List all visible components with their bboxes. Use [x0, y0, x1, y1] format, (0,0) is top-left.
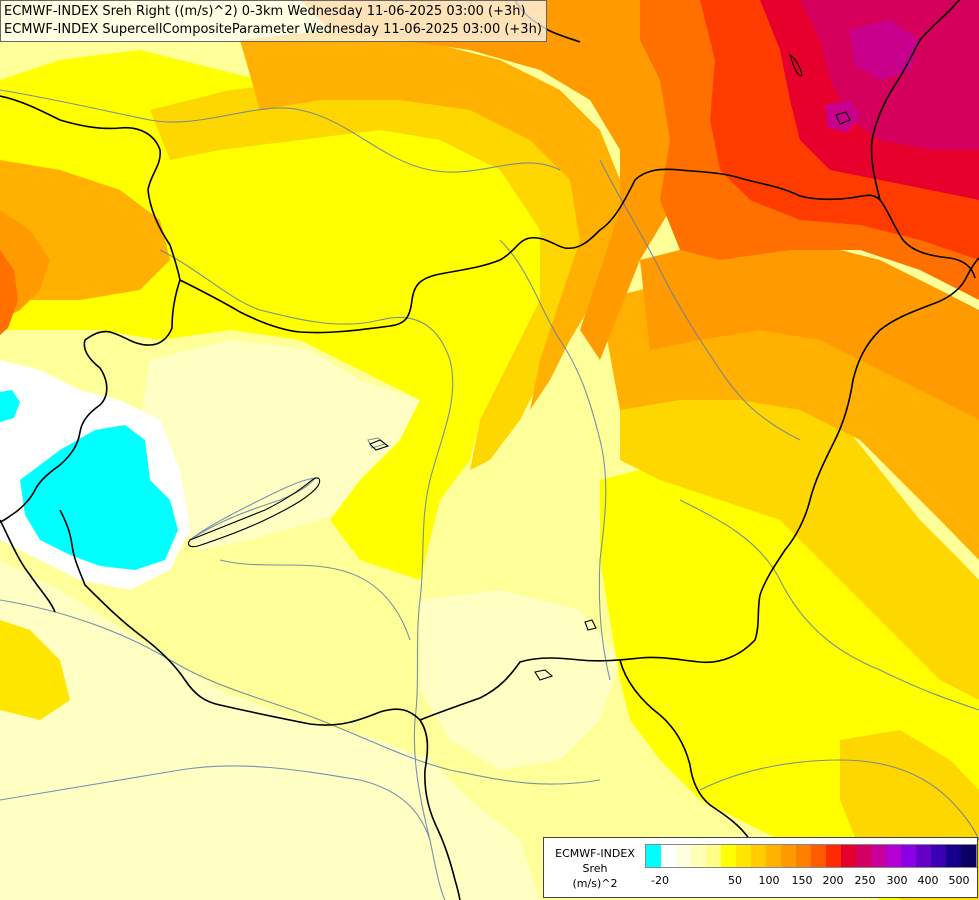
- border-west-austria: [0, 279, 181, 523]
- legend-swatch-3: [691, 845, 706, 867]
- legend-swatch-18: [916, 845, 931, 867]
- lake-small-3: [584, 619, 597, 631]
- legend-tick-label: 250: [854, 874, 876, 887]
- field-yellow-west-bulge: [0, 620, 70, 720]
- lake-small-4: [789, 53, 803, 77]
- legend-swatch-20: [946, 845, 961, 867]
- legend-swatch-13: [841, 845, 856, 867]
- legend-swatch-19: [931, 845, 946, 867]
- legend-swatch-17: [901, 845, 916, 867]
- legend-swatch-11: [811, 845, 826, 867]
- lakes: [187, 53, 851, 681]
- map-title-line-1: ECMWF-INDEX Sreh Right ((m/s)^2) 0-3km W…: [4, 4, 526, 19]
- border-south-serbia: [419, 257, 979, 721]
- legend-swatch-14: [856, 845, 871, 867]
- field-gold-east: [620, 380, 979, 700]
- legend-swatches: [645, 844, 977, 868]
- legend-tick-label: 200: [822, 874, 844, 887]
- rivers: [0, 89, 979, 900]
- legend-swatch-5: [721, 845, 736, 867]
- field-magenta-core: [850, 20, 920, 80]
- legend-swatch-10: [796, 845, 811, 867]
- lake-small-2: [534, 669, 554, 681]
- legend-tick-label: 500: [948, 874, 970, 887]
- legend-swatch-8: [766, 845, 781, 867]
- legend-tick-label: 400: [917, 874, 939, 887]
- color-legend: ECMWF-INDEX Sreh (m/s)^2 -20 50 100 150 200 2…: [543, 837, 978, 898]
- field-orange-north: [300, 0, 700, 360]
- legend-swatch-7: [751, 845, 766, 867]
- field-gold-north: [150, 80, 600, 470]
- legend-tick-label: 300: [886, 874, 908, 887]
- field-yellow-north: [0, 50, 540, 580]
- legend-title-line-2: Sreh: [582, 862, 608, 875]
- border-far-west: [0, 519, 56, 613]
- legend-swatch-2: [676, 845, 691, 867]
- legend-title-line-1: ECMWF-INDEX: [555, 847, 635, 860]
- legend-tick-labels: -2050100150200250300400500700: [645, 874, 975, 890]
- legend-swatch-9: [781, 845, 796, 867]
- legend-swatch-0: [646, 845, 661, 867]
- field-magenta-spot: [825, 100, 860, 132]
- border-north-slovakia: [0, 95, 976, 334]
- map-title-line-2: ECMWF-INDEX SupercellCompositeParameter …: [4, 22, 542, 37]
- legend-title-line-3: (m/s)^2: [572, 877, 618, 890]
- field-cyan-patch: [20, 425, 178, 570]
- lake-small-5: [835, 111, 851, 125]
- legend-swatch-12: [826, 845, 841, 867]
- field-pale-south: [420, 590, 620, 770]
- legend-title: ECMWF-INDEX Sreh (m/s)^2: [547, 846, 643, 891]
- field-pale-southwest: [0, 560, 540, 900]
- legend-swatch-6: [736, 845, 751, 867]
- field-orange-east: [640, 240, 979, 420]
- legend-swatch-1: [661, 845, 676, 867]
- field-dark-orange-west-edge: [0, 250, 18, 335]
- legend-swatch-16: [886, 845, 901, 867]
- legend-tick-label: 50: [728, 874, 742, 887]
- map-title-box: ECMWF-INDEX Sreh Right ((m/s)^2) 0-3km W…: [0, 0, 547, 42]
- legend-tick-label: 100: [758, 874, 780, 887]
- legend-swatch-15: [871, 845, 886, 867]
- lake-small-1: [369, 439, 390, 451]
- legend-tick-label: -20: [651, 874, 669, 887]
- legend-tick-label: 150: [791, 874, 813, 887]
- field-orange-light-north: [240, 30, 620, 410]
- legend-swatch-4: [706, 845, 721, 867]
- field-cyan-dot: [0, 390, 20, 422]
- legend-swatch-21: [961, 845, 976, 867]
- border-west-croatia: [59, 509, 461, 900]
- lake-balaton: [187, 477, 321, 548]
- border-northeast-ukraine: [870, 0, 961, 201]
